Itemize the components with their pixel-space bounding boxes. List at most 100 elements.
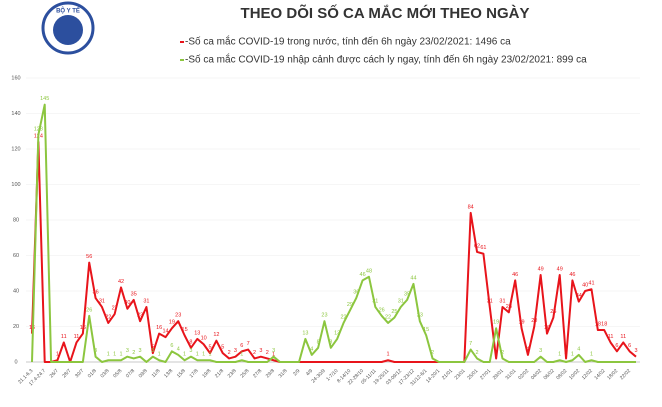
value-label: 15	[423, 327, 429, 333]
value-label: 48	[366, 268, 372, 274]
value-label: 36	[93, 290, 99, 296]
value-label: 16	[80, 325, 86, 331]
value-label: 2	[431, 350, 434, 356]
value-label: 3	[539, 348, 542, 354]
chart-title: THEO DÕI SỐ CA MẮC MỚI THEO NGÀY	[241, 4, 530, 22]
value-label: 22	[105, 314, 111, 320]
value-label: 6	[615, 343, 618, 349]
value-label: 3	[139, 348, 142, 354]
value-label: 26	[379, 307, 385, 313]
value-label: 1	[196, 352, 199, 358]
x-tick-label: 03/8	[100, 368, 111, 379]
value-label: 4	[177, 346, 180, 352]
x-tick-label: 19/8	[201, 368, 212, 379]
value-label: 2	[266, 350, 269, 356]
x-tick-label: 4/9	[305, 368, 314, 377]
value-label: 28	[506, 304, 512, 310]
value-label: 14	[162, 329, 168, 335]
value-label: 8	[317, 339, 320, 345]
value-label: 25	[391, 309, 397, 315]
value-label: 11	[61, 334, 67, 340]
value-label: 1	[240, 352, 243, 358]
value-label: 40	[582, 282, 588, 288]
value-label: 36	[353, 290, 359, 296]
value-label: 23	[321, 313, 327, 319]
value-label: 4	[577, 346, 580, 352]
value-label: 5	[221, 345, 224, 351]
value-label: 31	[99, 298, 105, 304]
value-label: 31	[398, 298, 404, 304]
value-label: 2	[132, 350, 135, 356]
value-label: 3	[94, 348, 97, 354]
value-label: 2	[228, 350, 231, 356]
logo-text: BỘ Y TẾ	[56, 7, 80, 15]
value-label: 25	[550, 309, 556, 315]
value-label: 8	[329, 339, 332, 345]
legend-swatch	[180, 59, 184, 61]
y-tick-label: 0	[14, 359, 17, 365]
value-label: 15	[182, 327, 188, 333]
y-tick-label: 80	[13, 217, 19, 223]
value-label: 10	[201, 336, 207, 342]
x-tick-label: 23/8	[227, 368, 238, 379]
x-tick-label: 25/8	[239, 368, 250, 379]
value-label: 18	[601, 322, 607, 328]
value-label: 22	[385, 314, 391, 320]
value-label: 22	[340, 314, 346, 320]
value-label: 35	[404, 291, 410, 297]
x-tick-label: 01/8	[87, 368, 98, 379]
value-label: 1	[158, 352, 161, 358]
legend-swatch	[180, 41, 184, 43]
value-label: 31	[143, 298, 149, 304]
x-tick-label: 15/8	[176, 368, 187, 379]
series-line	[31, 103, 636, 363]
value-label: 2	[476, 350, 479, 356]
y-tick-label: 140	[11, 111, 20, 117]
value-label: 19	[169, 320, 175, 326]
value-label: 4	[526, 346, 529, 352]
value-label: 8	[189, 339, 192, 345]
value-label: 6	[628, 343, 631, 349]
y-tick-label: 20	[13, 324, 19, 330]
value-label: 1	[113, 352, 116, 358]
x-tick-label: 05/8	[112, 368, 123, 379]
value-label: 16	[156, 325, 162, 331]
value-label: 2	[495, 350, 498, 356]
value-label: 31	[487, 298, 493, 304]
value-label: 3	[259, 348, 262, 354]
value-label: 56	[86, 254, 92, 260]
y-tick-label: 60	[13, 253, 19, 259]
x-tick-label: 21/8	[214, 368, 225, 379]
value-label: 3	[634, 348, 637, 354]
value-label: 31	[372, 298, 378, 304]
value-label: 3	[126, 348, 129, 354]
value-label: 6	[170, 343, 173, 349]
value-label: 2	[501, 350, 504, 356]
value-label: 23	[417, 313, 423, 319]
value-label: 11	[74, 334, 80, 340]
value-label: 16	[544, 325, 550, 331]
value-label: 19	[493, 320, 499, 326]
value-label: 19	[518, 320, 524, 326]
y-tick-label: 160	[11, 75, 20, 81]
x-tick-label: 28/7	[61, 368, 72, 379]
x-tick-label: 09/8	[138, 368, 149, 379]
y-tick-label: 120	[11, 146, 20, 152]
x-tick-label: 13/8	[163, 368, 174, 379]
value-label: 49	[538, 266, 544, 272]
value-label: 35	[131, 291, 137, 297]
value-label: 128	[34, 126, 43, 132]
x-tick-label: 07/8	[125, 368, 136, 379]
value-label: 11	[620, 334, 626, 340]
value-label: 1	[272, 352, 275, 358]
value-label: 18	[595, 322, 601, 328]
value-label: 13	[334, 330, 340, 336]
value-label: 7	[469, 341, 472, 347]
value-label: 13	[302, 330, 308, 336]
value-label: 1	[56, 352, 59, 358]
x-tick-label: 31/8	[278, 368, 289, 379]
value-label: 5	[208, 345, 211, 351]
value-label: 42	[118, 279, 124, 285]
series-line	[31, 140, 637, 363]
